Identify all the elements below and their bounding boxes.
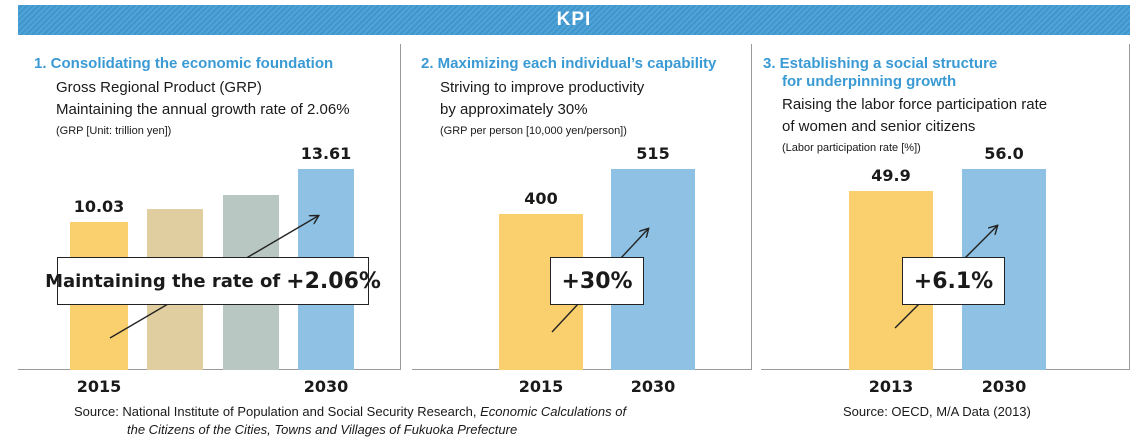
bar-value-label: 515 [636,143,670,163]
panel-1-callout: Maintaining the rate of +2.06% [45,257,381,305]
panel-1-desc-line-2: Maintaining the annual growth rate of 2.… [56,101,350,118]
x-tick-label: 2030 [630,377,676,396]
panel-1-unit: (GRP [Unit: trillion yen]) [56,125,172,137]
panel-economic-foundation [18,44,401,370]
panel-2-callout-value: +30% [561,268,633,294]
bar-value-label: 56.0 [984,143,1024,163]
panel-2-desc-line-1: Striving to improve productivity [440,79,645,96]
x-tick-label: 2030 [981,377,1027,396]
panel-3-desc-line-1: Raising the labor force participation ra… [782,96,1048,113]
panel-2-heading: 2. Maximizing each individual’s capabili… [421,55,717,72]
panel-3-heading-line-2: for underpinning growth [782,73,957,90]
panel-1-desc-line-1: Gross Regional Product (GRP) [56,79,262,96]
bar-value-label: 49.9 [871,165,911,185]
banner-title: KPI [556,9,592,30]
x-tick-label: 2030 [303,377,349,396]
source-left-line-2: the Citizens of the Cities, Towns and Vi… [127,421,517,439]
panel-1-callout-label: Maintaining the rate of [45,270,281,292]
panel-2-unit: (GRP per person [10,000 yen/person]) [440,125,627,137]
panel-2-callout: +30% [550,257,644,305]
x-tick-label: 2015 [518,377,564,396]
bar-value-label: 10.03 [73,197,125,217]
panel-3-callout-value: +6.1% [913,268,994,294]
panel-3-heading-line-1: 3. Establishing a social structure [763,55,998,72]
panel-3-desc-line-2: of women and senior citizens [782,118,976,135]
source-left-italic-2: the Citizens of the Cities, Towns and Vi… [127,422,518,437]
panel-2-desc-line-2: by approximately 30% [440,101,588,118]
x-tick-label: 2013 [868,377,914,396]
source-left-line-1: Source: National Institute of Population… [74,404,627,419]
panel-social-structure [761,44,1130,370]
panel-3-unit: (Labor participation rate [%]) [782,142,921,154]
bar-value-label: 13.61 [300,144,352,164]
panel-3-callout: +6.1% [902,257,1005,305]
source-right: Source: OECD, M/A Data (2013) [843,404,1031,419]
bar-value-label: 400 [524,188,558,208]
x-tick-label: 2015 [76,377,122,396]
panel-1-callout-value: +2.06% [286,268,381,294]
source-left-italic-1: Economic Calculations of [480,404,627,419]
kpi-banner: KPI [18,5,1130,35]
panel-1-heading: 1. Consolidating the economic foundation [34,55,334,72]
